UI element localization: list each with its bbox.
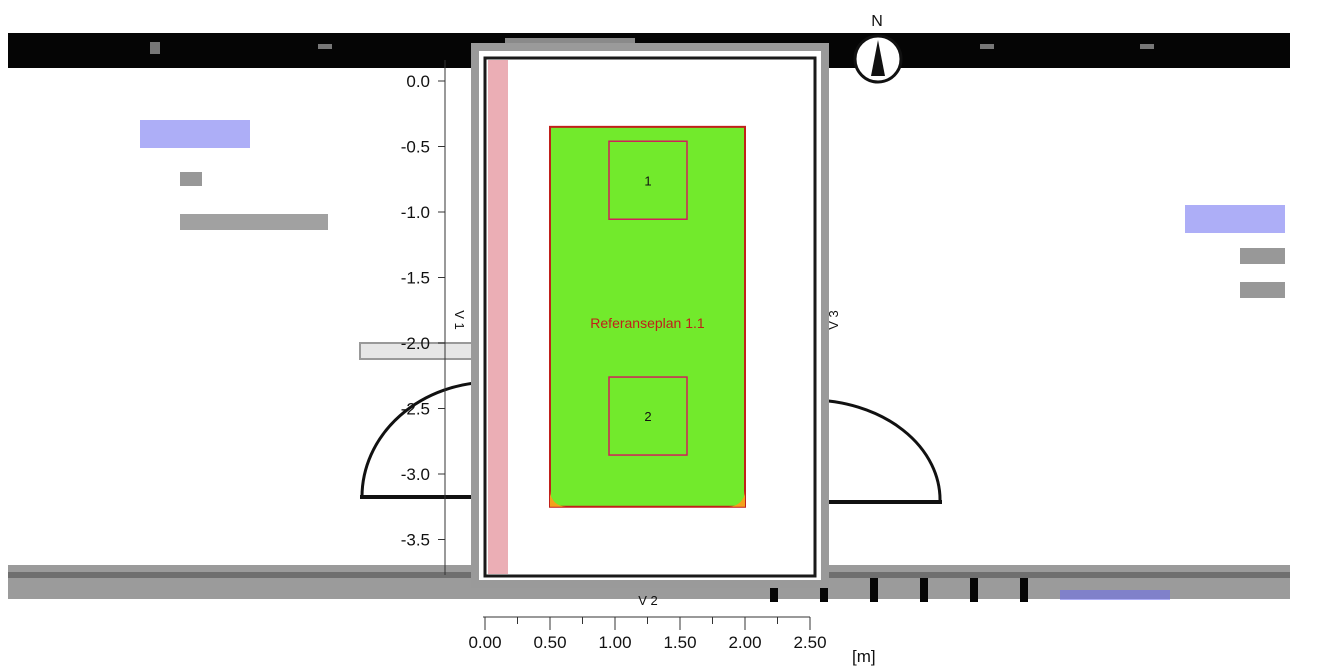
measurement-point: 1 [608, 140, 688, 220]
north-arrow-icon [871, 40, 885, 76]
x-tick-label: 1.00 [598, 633, 631, 652]
blurred-room-code [180, 172, 202, 186]
corner-marker-bottom-left [550, 490, 566, 507]
wall-post [870, 578, 878, 602]
wall-mark [150, 42, 160, 54]
x-axis: [m] 0.00 0.50 1.00 1.50 2.00 2.50 [468, 616, 876, 666]
wall-post [1020, 578, 1028, 602]
wall-post [970, 578, 978, 602]
y-tick-label: 0.0 [406, 72, 430, 91]
blurred-area-label [140, 120, 250, 148]
y-tick-label: -0.5 [401, 138, 430, 157]
reference-plane-label: Referanseplan 1.1 [590, 315, 705, 331]
y-tick-label: -3.5 [401, 531, 430, 550]
y-tick-label: -1.0 [401, 203, 430, 222]
left-wall-shading [488, 60, 508, 574]
blurred-room-code [1240, 248, 1285, 264]
blurred-room-name [1240, 282, 1285, 298]
measurement-point: 2 [608, 376, 688, 456]
blurred-label [1060, 590, 1170, 600]
bottom-wall-posts [770, 578, 1170, 602]
wall-label-bottom: V 2 [638, 593, 658, 608]
measurement-point-box [608, 376, 688, 456]
y-tick-label: -2.5 [401, 400, 430, 419]
x-tick-label: 0.00 [468, 633, 501, 652]
measurement-point-label: 2 [644, 409, 651, 424]
wall-label-left: V 1 [452, 310, 467, 330]
blurred-area-label [1185, 205, 1285, 233]
measurement-point-label: 1 [644, 173, 651, 188]
measurement-point-box [608, 140, 688, 220]
wall-mark [318, 44, 332, 49]
north-label: N [871, 13, 883, 30]
wall-mark [1140, 44, 1154, 49]
y-tick-label: -2.0 [401, 334, 430, 353]
wall-post [770, 578, 778, 602]
y-tick-label: -3.0 [401, 465, 430, 484]
calculation-area: Referanseplan 1.1 [549, 125, 746, 508]
door-swing-left [360, 380, 493, 498]
wall-mark [505, 38, 635, 46]
north-arrow: N [853, 13, 903, 84]
wall-mark [980, 44, 994, 49]
blurred-room-name [180, 214, 328, 230]
y-tick-label: -1.5 [401, 269, 430, 288]
unit-label: [m] [852, 647, 876, 666]
x-tick-label: 0.50 [533, 633, 566, 652]
corner-marker-bottom-right [729, 490, 745, 507]
measurement-points: 12 [608, 140, 688, 456]
calculation-area-fill [549, 125, 746, 508]
x-tick-label: 2.00 [728, 633, 761, 652]
x-tick-label: 1.50 [663, 633, 696, 652]
wall-label-right: V 3 [826, 310, 841, 330]
door-swing-right-b [809, 398, 942, 503]
wall-post [820, 578, 828, 602]
wall-post [920, 578, 928, 602]
x-tick-label: 2.50 [793, 633, 826, 652]
y-axis: 0.0 -0.5 -1.0 -1.5 -2.0 -2.5 -3.0 -3.5 [401, 60, 446, 575]
